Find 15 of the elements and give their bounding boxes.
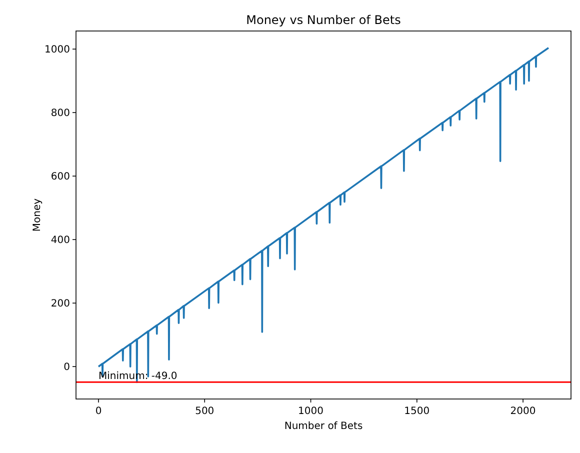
chart-title: Money vs Number of Bets	[246, 13, 401, 27]
x-tick-label: 2000	[510, 406, 536, 417]
y-tick-label: 0	[64, 362, 70, 374]
x-tick-label: 1000	[298, 406, 324, 417]
line-series	[98, 46, 550, 384]
y-axis-title: Money	[32, 198, 43, 232]
x-tick-label: 0	[95, 406, 102, 417]
y-tick-label: 600	[50, 172, 70, 183]
x-tick-label: 1500	[404, 406, 430, 417]
y-tick-label: 200	[50, 298, 70, 310]
x-axis-title: Number of Bets	[284, 421, 363, 432]
y-tick-label: 400	[50, 235, 70, 246]
x-tick-label: 500	[195, 406, 214, 417]
y-tick-label: 800	[50, 108, 70, 120]
y-tick-label: 1000	[44, 44, 70, 56]
